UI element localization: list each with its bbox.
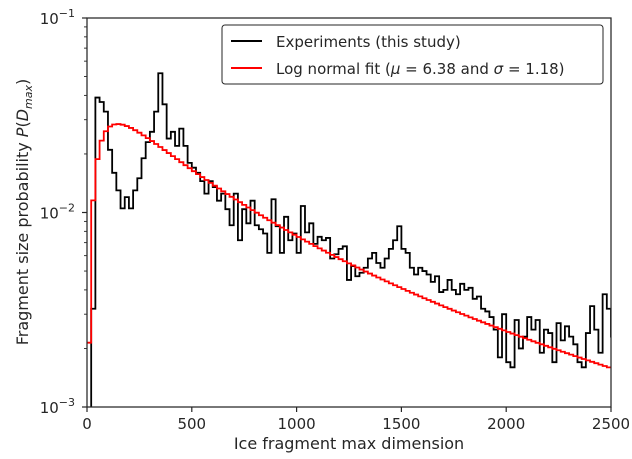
- legend-label-experiments: Experiments (this study): [276, 33, 461, 51]
- legend-label-fit: Log normal fit (μ = 6.38 and σ = 1.18): [276, 60, 565, 78]
- x-tick-label: 500: [177, 415, 206, 433]
- y-axis-label-var: P: [13, 127, 32, 137]
- legend-fit-part-2: = 6.38 and: [400, 60, 493, 78]
- x-axis-label: Ice fragment max dimension: [234, 434, 464, 453]
- y-tick-label: 10−2: [40, 202, 75, 223]
- plot-area: [87, 72, 611, 407]
- series-layer: [87, 72, 611, 407]
- x-tick-label: 2000: [487, 415, 525, 433]
- legend-box: [221, 24, 604, 85]
- x-tick-label: 2500: [592, 415, 630, 433]
- y-axis-label-sub: max: [22, 84, 35, 108]
- y-axis-label-open: (: [13, 121, 32, 127]
- x-tick-label: 0: [82, 415, 92, 433]
- legend-fit-part-1: Log normal fit (: [276, 60, 391, 78]
- y-axis-label-close: ): [13, 79, 32, 85]
- series-lognormal-fit: [87, 123, 611, 369]
- ticks-layer: 0 500 1000 1500 2000 2500 10−3 10−2 10−1: [40, 7, 630, 433]
- x-tick-label: 1500: [382, 415, 420, 433]
- legend-fit-mu: μ: [390, 60, 401, 78]
- legend: Experiments (this study) Log normal fit …: [221, 24, 604, 85]
- y-tick-label: 10−3: [40, 396, 75, 417]
- legend-fit-part-3: = 1.18): [503, 60, 564, 78]
- y-axis-label-main: Fragment size probability: [13, 137, 32, 345]
- y-axis-label: Fragment size probability P(Dmax): [13, 79, 35, 346]
- series-experiments: [90, 72, 611, 407]
- x-tick-label: 1000: [278, 415, 316, 433]
- y-axis-label-sym: D: [13, 109, 32, 121]
- legend-fit-sigma: σ: [494, 60, 504, 78]
- y-tick-label: 10−1: [40, 7, 75, 28]
